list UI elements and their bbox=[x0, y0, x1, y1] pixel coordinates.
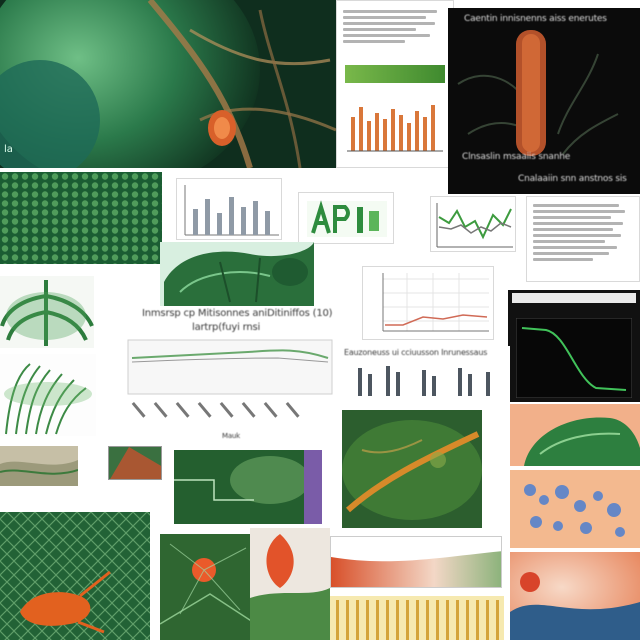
green-letter-chart bbox=[298, 192, 394, 244]
black-panel-footer-b: Cnalaaiin snn anstnos sis bbox=[518, 174, 627, 184]
black-panel-footer-a: Clnsaslin msaaiis snanhe bbox=[462, 152, 571, 162]
text-panel-right bbox=[526, 196, 640, 282]
leaf-orange-vein-image bbox=[342, 410, 482, 528]
honeycomb-tissue-image bbox=[0, 172, 162, 264]
doc-panel-top bbox=[336, 0, 454, 168]
corner-label: la bbox=[4, 144, 13, 155]
orange-organism-image bbox=[0, 512, 150, 640]
leaf-cross-section-image bbox=[510, 404, 640, 466]
yellow-bar-strip bbox=[330, 596, 504, 640]
bar-chart-orange bbox=[345, 97, 445, 153]
icon-columns-chart: Eauzoneuss ui cciuusson Inrunessaus bbox=[340, 346, 510, 404]
macro-leaf-image: la bbox=[0, 0, 336, 168]
black-panel-root: Caentin innisnenns aiss enerutes Clnsasl… bbox=[448, 8, 640, 194]
leaf-cell-purple-image bbox=[174, 450, 322, 524]
leaf-landscape-image bbox=[160, 242, 314, 306]
series-text: Eauzoneuss ui cciuusson Inrunessaus bbox=[344, 348, 488, 357]
orange-flower-image bbox=[250, 528, 330, 640]
grid-line-chart bbox=[362, 266, 494, 340]
soil-sample-image bbox=[0, 446, 78, 486]
orange-core-leaf-image bbox=[160, 534, 256, 640]
axis-word: Mauk bbox=[222, 432, 241, 440]
central-line-chart: Inmsrsp cp Mitisonnes aniDitiniffos (10)… bbox=[108, 306, 336, 446]
fibrous-leaf-image bbox=[0, 276, 94, 348]
black-panel-header: Caentin innisnenns aiss enerutes bbox=[464, 14, 607, 24]
chart-title-a: Inmsrsp cp Mitisonnes aniDitiniffos (10) bbox=[142, 308, 333, 319]
small-leaf-thumb bbox=[108, 446, 162, 480]
chart-title-b: lartrp(fuyi rnsi bbox=[192, 322, 261, 333]
protein-network-image bbox=[510, 470, 640, 548]
tendril-image bbox=[0, 354, 96, 436]
blue-orange-gradient-image bbox=[510, 552, 640, 640]
small-bar-chart bbox=[176, 178, 282, 240]
line-chart-green bbox=[430, 196, 516, 252]
red-gradient-panel bbox=[330, 536, 502, 588]
dark-screen-curve bbox=[508, 290, 640, 402]
